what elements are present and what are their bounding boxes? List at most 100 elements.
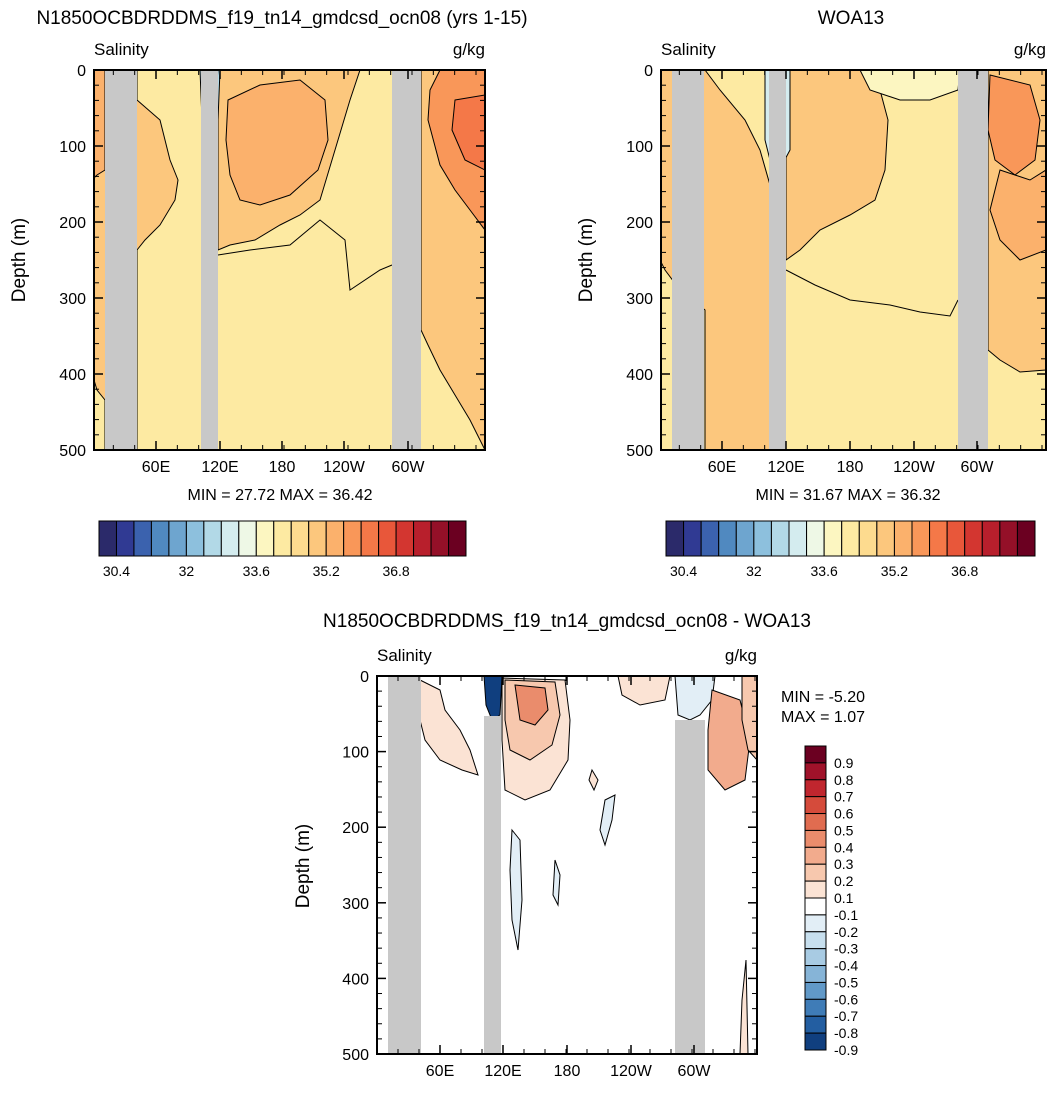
obs-colorbar-label: 36.8	[951, 563, 978, 579]
obs-land-americas	[958, 70, 988, 450]
model-colorbar-swatch	[115, 520, 135, 557]
model-colorbar-label: 30.4	[103, 563, 130, 579]
model-panel: N1850OCBDRDDMS_f19_tn14_gmdcsd_ocn08 (yr…	[9, 8, 528, 579]
obs-colorbar-label: 30.4	[670, 563, 697, 579]
diff-colorbar-label: 0.3	[834, 856, 854, 872]
diff-blob-central-3	[514, 684, 549, 726]
obs-colorbar-swatch	[665, 520, 685, 557]
diff-colorbar-swatch	[804, 965, 827, 983]
diff-colorbar-swatch	[804, 796, 827, 815]
model-colorbar-swatch	[273, 520, 292, 557]
obs-xtick-label: 120E	[767, 459, 804, 476]
diff-colorbar-swatch	[804, 829, 827, 848]
diff-ytick-label: 300	[342, 896, 369, 913]
diff-colorbar-swatch	[804, 779, 827, 798]
model-colorbar-swatch	[395, 520, 415, 557]
diff-xtick-label: 60E	[426, 1063, 454, 1080]
diff-colorbar-swatch	[804, 981, 827, 1000]
diff-blob-east-fresh	[674, 676, 716, 721]
diff-colorbar-label: 0.8	[834, 772, 854, 788]
diff-colorbar-label: 0.5	[834, 822, 854, 838]
obs-colorbar-swatch	[718, 520, 737, 557]
model-field	[94, 70, 485, 450]
obs-central-light	[859, 70, 961, 101]
model-colorbar-label: 35.2	[313, 563, 340, 579]
obs-xtick-label: 60E	[708, 459, 736, 476]
diff-x-ticks: 60E 120E 180 120W 60W	[376, 676, 756, 1080]
model-colorbar-swatch	[150, 520, 170, 557]
diff-colorbar-swatch	[804, 897, 827, 916]
diff-xtick-label: 60W	[678, 1063, 712, 1080]
diff-blob-small-1	[588, 768, 599, 792]
obs-east-outer	[989, 169, 1046, 261]
diff-colorbar-label: 0.4	[834, 839, 854, 855]
model-ytick-label: 100	[59, 139, 86, 156]
diff-blob-bottom-east	[739, 959, 749, 1054]
obs-ytick-label: 400	[626, 367, 653, 384]
obs-frame	[660, 69, 1047, 451]
model-ytick-label: 500	[59, 443, 86, 460]
obs-colorbar: 30.4 32 33.6 35.2 36.8	[665, 520, 1036, 579]
model-colorbar-swatch	[448, 520, 467, 557]
obs-colorbar-label: 32	[746, 563, 762, 579]
diff-colorbar-swatch	[804, 1032, 827, 1051]
diff-xtick-label: 120E	[484, 1063, 521, 1080]
obs-left-label: Salinity	[661, 40, 716, 59]
diff-title: N1850OCBDRDDMS_f19_tn14_gmdcsd_ocn08 - W…	[323, 611, 811, 632]
diff-land-maritime	[484, 716, 501, 1054]
model-colorbar-swatch	[308, 520, 327, 557]
obs-colorbar-swatch	[683, 520, 702, 557]
model-colorbar-swatch	[290, 520, 310, 557]
model-land-africa	[105, 70, 137, 450]
diff-colorbar-label: -0.1	[834, 907, 858, 923]
diff-stats-min: MIN = -5.20	[781, 689, 865, 706]
model-xtick-label: 60W	[392, 459, 426, 476]
obs-land-maritime	[769, 70, 786, 450]
diff-ytick-label: 100	[342, 745, 369, 762]
obs-colorbar-swatch	[964, 520, 983, 557]
model-west-core	[94, 70, 106, 179]
diff-colorbar-label: -0.3	[834, 941, 858, 957]
model-frame	[93, 69, 486, 451]
obs-xtick-label: 60W	[961, 459, 995, 476]
diff-colorbar-swatch	[804, 762, 827, 781]
obs-ytick-label: 0	[644, 63, 653, 80]
diff-colorbar-swatch	[804, 745, 827, 764]
obs-colorbar-swatch	[929, 520, 948, 557]
model-contour-mid	[217, 219, 393, 291]
diff-field	[377, 676, 757, 1054]
model-colorbar: 30.4 32 33.6 35.2 36.8	[98, 520, 467, 579]
diff-colorbar-swatch	[804, 846, 827, 865]
obs-colorbar-label: 35.2	[881, 563, 908, 579]
obs-colorbar-swatch	[876, 520, 895, 557]
obs-ytick-label: 200	[626, 215, 653, 232]
obs-colorbar-swatch	[788, 520, 808, 557]
diff-blob-west	[419, 679, 479, 776]
model-colorbar-label: 36.8	[382, 563, 409, 579]
model-ytick-label: 300	[59, 291, 86, 308]
model-xtick-label: 60E	[142, 459, 170, 476]
model-colorbar-label: 33.6	[243, 563, 270, 579]
model-colorbar-swatch	[413, 520, 432, 557]
model-colorbar-swatch	[255, 520, 275, 557]
diff-colorbar-swatch	[804, 1015, 827, 1034]
model-colorbar-swatch	[98, 520, 117, 557]
diff-ytick-label: 200	[342, 820, 369, 837]
diff-colorbar-label: -0.4	[834, 958, 858, 974]
model-stats: MIN = 27.72 MAX = 36.42	[188, 487, 373, 504]
obs-colorbar-swatch	[999, 520, 1018, 557]
model-ylabel: Depth (m)	[9, 218, 30, 302]
diff-ytick-label: 500	[342, 1047, 369, 1064]
obs-field	[661, 70, 1046, 450]
model-colorbar-swatch	[203, 520, 222, 557]
model-title: N1850OCBDRDDMS_f19_tn14_gmdcsd_ocn08 (yr…	[36, 8, 527, 29]
diff-colorbar-label: -0.2	[834, 924, 858, 940]
diff-colorbar-label: 0.1	[834, 890, 854, 906]
obs-colorbar-swatch	[946, 520, 966, 557]
model-ytick-label: 200	[59, 215, 86, 232]
model-colorbar-swatch	[430, 520, 450, 557]
model-xtick-label: 120E	[201, 459, 238, 476]
model-xtick-label: 120W	[323, 459, 366, 476]
model-colorbar-swatch	[378, 520, 397, 557]
